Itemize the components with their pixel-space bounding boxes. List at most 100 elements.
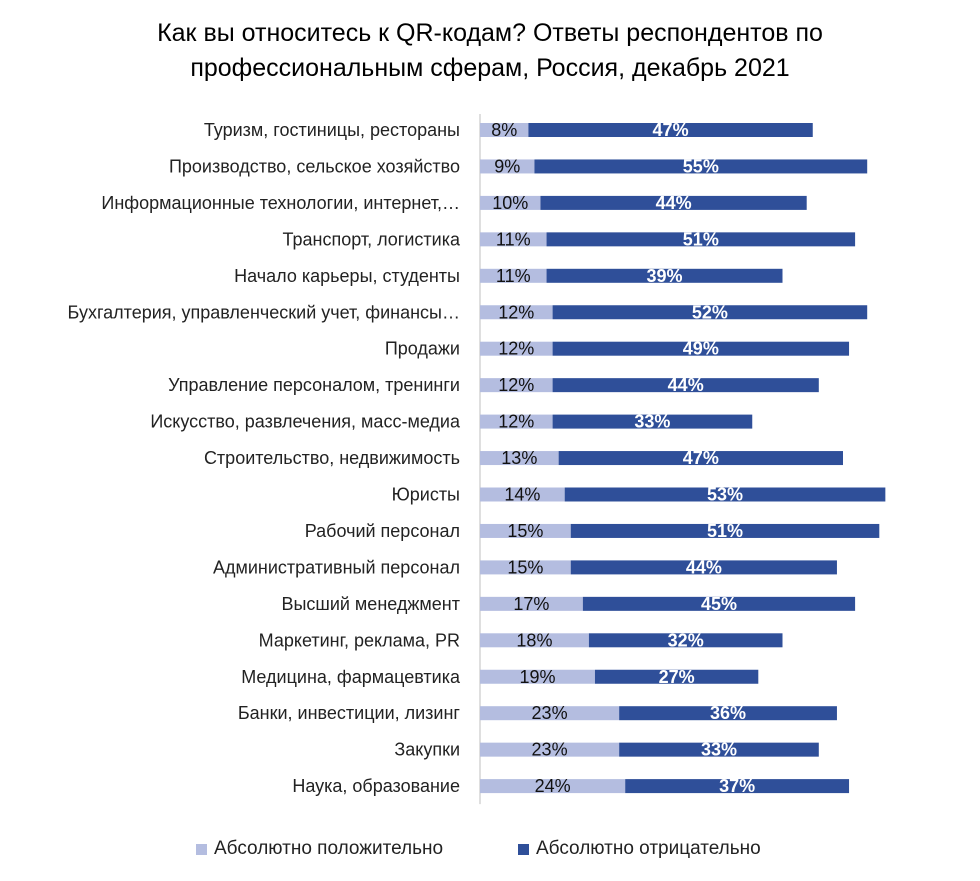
category-label: Административный персонал <box>213 557 460 577</box>
bar-negative <box>619 706 837 721</box>
data-label-negative: 47% <box>683 448 719 468</box>
data-label-negative: 44% <box>656 193 692 213</box>
category-label: Банки, инвестиции, лизинг <box>238 703 461 723</box>
data-label-negative: 39% <box>647 266 683 286</box>
bar-positive <box>480 487 565 502</box>
legend-label-negative: Абсолютно отрицательно <box>536 838 761 859</box>
bar-positive <box>480 123 529 137</box>
bar-positive <box>480 414 553 429</box>
legend-swatch-negative <box>518 843 529 855</box>
data-label-positive: 23% <box>532 703 568 723</box>
data-label-negative: 47% <box>653 120 689 140</box>
bar-positive <box>480 159 535 174</box>
category-label: Продажи <box>385 339 460 359</box>
category-label: Медицина, фармацевтика <box>241 667 461 687</box>
category-label: Высший менеджмент <box>281 594 460 614</box>
data-label-positive: 13% <box>501 448 537 468</box>
chart-legend: Абсолютно положительно Абсолютно отрицат… <box>0 838 980 862</box>
data-label-positive: 12% <box>498 302 534 322</box>
legend-item-positive: Абсолютно положительно <box>196 838 443 860</box>
data-label-negative: 37% <box>719 776 755 796</box>
bar-negative <box>546 232 856 247</box>
data-label-positive: 14% <box>504 485 540 505</box>
bar-positive <box>480 195 541 210</box>
category-label: Транспорт, логистика <box>283 229 461 249</box>
data-label-negative: 44% <box>686 557 722 577</box>
bar-positive <box>480 633 589 648</box>
bar-negative <box>588 633 783 648</box>
bar-positive <box>480 378 553 393</box>
bar-negative <box>625 779 850 794</box>
category-label: Наука, образование <box>292 776 460 796</box>
bar-negative <box>552 414 753 429</box>
bar-negative <box>564 487 886 502</box>
data-label-positive: 18% <box>516 630 552 650</box>
bar-negative <box>552 341 850 356</box>
category-label: Строительство, недвижимость <box>204 448 460 468</box>
data-label-negative: 27% <box>659 667 695 687</box>
bar-positive <box>480 706 620 721</box>
data-label-negative: 49% <box>683 339 719 359</box>
bar-negative <box>570 523 880 538</box>
category-label: Искусство, развлечения, масс-медиа <box>150 412 461 432</box>
data-label-negative: 44% <box>668 375 704 395</box>
category-label: Юристы <box>392 485 460 505</box>
bar-positive <box>480 341 553 356</box>
bar-positive <box>480 779 626 794</box>
data-label-positive: 15% <box>507 557 543 577</box>
bar-positive <box>480 232 547 247</box>
bar-positive <box>480 669 595 684</box>
bar-negative <box>540 195 807 210</box>
data-label-positive: 23% <box>532 740 568 760</box>
chart-title: Как вы относитесь к QR-кодам? Ответы рес… <box>40 16 940 86</box>
data-label-positive: 12% <box>498 412 534 432</box>
bar-positive <box>480 268 547 283</box>
bar-positive <box>480 523 571 538</box>
bar-negative <box>546 268 783 283</box>
bar-negative <box>619 742 819 757</box>
data-label-positive: 10% <box>492 193 528 213</box>
category-label: Маркетинг, реклама, PR <box>259 630 460 650</box>
data-label-positive: 15% <box>507 521 543 541</box>
category-label: Управление персоналом, тренинги <box>168 375 460 395</box>
data-label-negative: 52% <box>692 302 728 322</box>
data-label-negative: 36% <box>710 703 746 723</box>
legend-label-positive: Абсолютно положительно <box>214 838 444 859</box>
data-label-positive: 8% <box>491 120 517 140</box>
data-label-positive: 17% <box>513 594 549 614</box>
data-label-negative: 45% <box>701 594 737 614</box>
bar-chart: Туризм, гостиницы, рестораны 8% 47% Произво… <box>68 114 886 805</box>
bar-negative <box>558 451 843 466</box>
bar-positive <box>480 596 583 611</box>
data-label-negative: 53% <box>707 485 743 505</box>
data-label-positive: 11% <box>496 229 531 249</box>
category-label: Закупки <box>394 740 460 760</box>
bar-positive <box>480 305 553 320</box>
bar-positive <box>480 742 620 757</box>
bar-positive <box>480 560 571 575</box>
data-label-positive: 19% <box>519 667 555 687</box>
category-label: Рабочий персонал <box>305 521 460 541</box>
data-label-negative: 55% <box>683 156 719 176</box>
category-label: Начало карьеры, студенты <box>234 266 460 286</box>
data-label-positive: 12% <box>498 375 534 395</box>
data-label-positive: 9% <box>494 156 520 176</box>
bar-negative <box>570 560 837 575</box>
legend-item-negative: Абсолютно отрицательно <box>518 838 761 860</box>
category-label: Туризм, гостиницы, рестораны <box>204 120 460 140</box>
data-label-negative: 51% <box>683 229 719 249</box>
category-label: Бухгалтерия, управленческий учет, финанс… <box>68 302 460 322</box>
bar-negative <box>582 596 856 611</box>
category-label: Производство, сельское хозяйство <box>169 156 460 176</box>
data-label-positive: 24% <box>535 776 571 796</box>
data-label-positive: 11% <box>496 266 531 286</box>
data-label-negative: 33% <box>634 412 670 432</box>
legend-swatch-positive <box>196 843 207 855</box>
data-label-negative: 33% <box>701 740 737 760</box>
bar-negative <box>552 378 819 393</box>
bar-positive <box>480 451 559 466</box>
category-label: Информационные технологии, интернет,… <box>101 193 460 213</box>
bar-negative <box>534 159 868 174</box>
chart-title-line-1: Как вы относитесь к QR-кодам? Ответы рес… <box>157 19 823 47</box>
bar-negative <box>552 305 868 320</box>
